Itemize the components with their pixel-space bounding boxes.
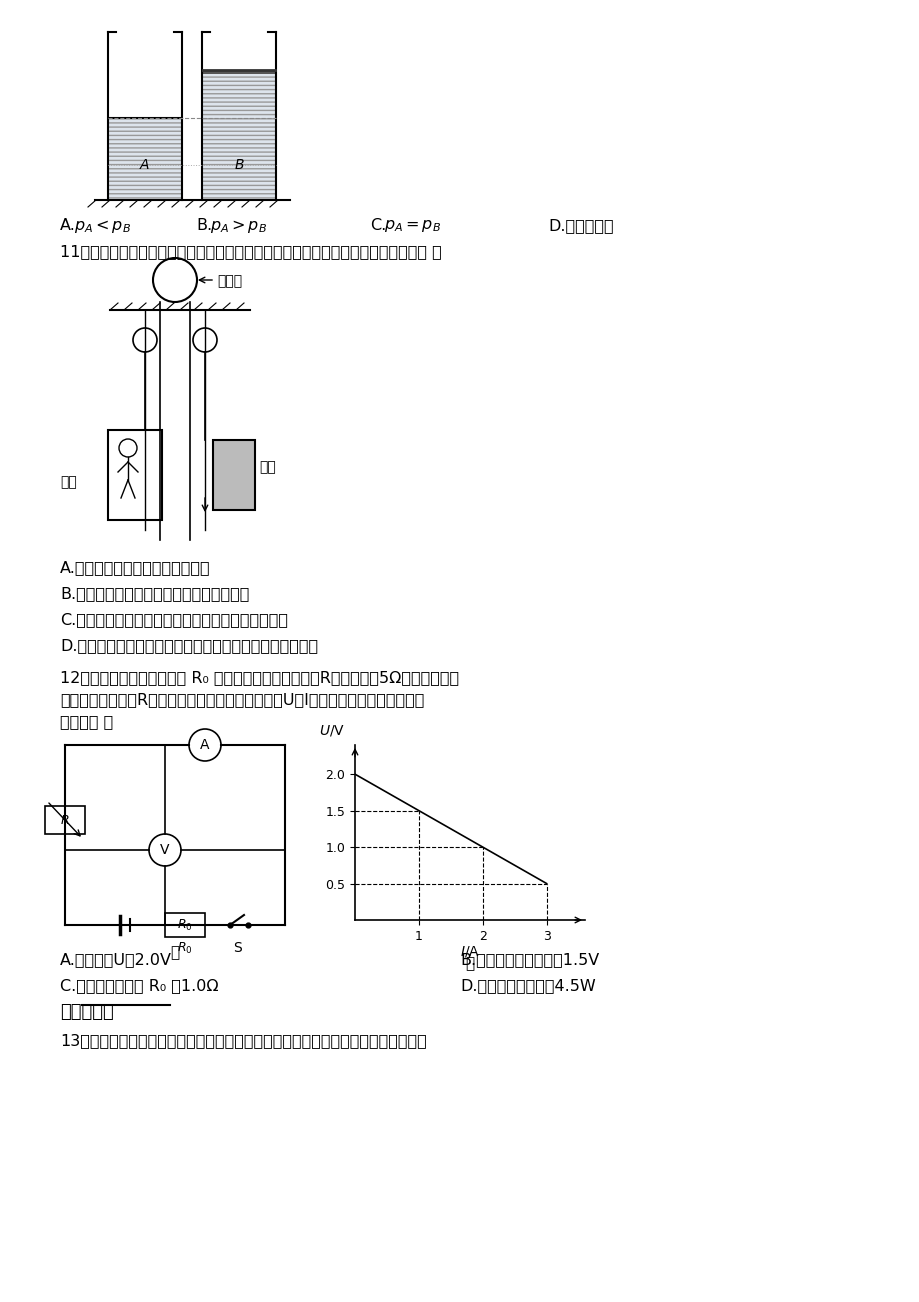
Text: 12．如图甲所示的电路中， R₀ 为定值电阴，滑动变阴器R最大阴值为5Ω，闭合开关后: 12．如图甲所示的电路中， R₀ 为定值电阴，滑动变阴器R最大阴值为5Ω，闭合开… bbox=[60, 671, 459, 685]
Text: $R_0$: $R_0$ bbox=[177, 918, 193, 932]
Text: A: A bbox=[200, 738, 210, 753]
Text: A.以轿厢为参照物，乘客是静止的: A.以轿厢为参照物，乘客是静止的 bbox=[60, 560, 210, 575]
Bar bbox=[108, 430, 162, 519]
Bar bbox=[203, 70, 275, 201]
Text: C.电梯匀速上升过程中，乘客的动能转化为重力势能: C.电梯匀速上升过程中，乘客的动能转化为重力势能 bbox=[60, 612, 288, 628]
Text: 11．某大厕观光电梯工作原理如图所示，当电梯匀速上升时，下面说法中错误的是（ ）: 11．某大厕观光电梯工作原理如图所示，当电梯匀速上升时，下面说法中错误的是（ ） bbox=[60, 243, 441, 259]
Text: A.电源电压U＝2.0V: A.电源电压U＝2.0V bbox=[60, 952, 172, 967]
Bar bbox=[213, 440, 255, 510]
Text: $B$: $B$ bbox=[233, 158, 244, 172]
Text: 电动机: 电动机 bbox=[217, 273, 242, 288]
Circle shape bbox=[188, 729, 221, 760]
Text: $p_A = p_B$: $p_A = p_B$ bbox=[383, 217, 440, 234]
Text: C.定值电阴的阴值 R₀ ＝1.0Ω: C.定值电阴的阴值 R₀ ＝1.0Ω bbox=[60, 978, 219, 993]
Text: $R$: $R$ bbox=[60, 814, 70, 827]
Text: S: S bbox=[233, 941, 242, 954]
Bar bbox=[203, 70, 275, 74]
Text: $p_A > p_B$: $p_A > p_B$ bbox=[210, 217, 267, 234]
Text: 乙: 乙 bbox=[465, 957, 474, 971]
Text: $A$: $A$ bbox=[139, 158, 151, 172]
Text: C.: C. bbox=[369, 217, 386, 233]
Text: D.以上三种都: D.以上三种都 bbox=[548, 217, 613, 233]
Text: 甲: 甲 bbox=[170, 945, 179, 960]
Bar bbox=[165, 913, 205, 937]
Text: B.电压表的最大示数为1.5V: B.电压表的最大示数为1.5V bbox=[460, 952, 598, 967]
Text: B.电梯内乘客越多，电动机的机械效率越高: B.电梯内乘客越多，电动机的机械效率越高 bbox=[60, 586, 249, 602]
Text: 13．物理活动课上，王老师做了一个有趣的实验：将一个黄色的乒乓球和一个玻璃球: 13．物理活动课上，王老师做了一个有趣的实验：将一个黄色的乒乓球和一个玻璃球 bbox=[60, 1032, 426, 1048]
Y-axis label: $U$/V: $U$/V bbox=[319, 723, 345, 738]
Circle shape bbox=[149, 835, 181, 866]
X-axis label: $I$/A: $I$/A bbox=[460, 944, 480, 960]
Text: 像可知（ ）: 像可知（ ） bbox=[60, 713, 113, 729]
Text: 二、实验题: 二、实验题 bbox=[60, 1003, 114, 1021]
Text: 对重: 对重 bbox=[259, 460, 276, 474]
Text: V: V bbox=[160, 842, 170, 857]
Bar bbox=[45, 806, 85, 835]
Text: D.电路的最大功率为4.5W: D.电路的最大功率为4.5W bbox=[460, 978, 596, 993]
Text: B.: B. bbox=[196, 217, 212, 233]
Text: D.电动机驱动滑轮，利用钓丝绳和滑轮间的摩擦力传递动力: D.电动机驱动滑轮，利用钓丝绳和滑轮间的摩擦力传递动力 bbox=[60, 638, 318, 654]
Text: $R_0$: $R_0$ bbox=[177, 941, 193, 956]
Bar bbox=[108, 118, 181, 201]
Text: 轿厢: 轿厢 bbox=[60, 475, 76, 490]
Text: A.: A. bbox=[60, 217, 75, 233]
Text: $p_A < p_B$: $p_A < p_B$ bbox=[74, 217, 130, 234]
Text: ，调节滑动变阴器R的阴值，根据记录的数据，作出U－I关系图像如图乙所示，由图: ，调节滑动变阴器R的阴值，根据记录的数据，作出U－I关系图像如图乙所示，由图 bbox=[60, 691, 424, 707]
